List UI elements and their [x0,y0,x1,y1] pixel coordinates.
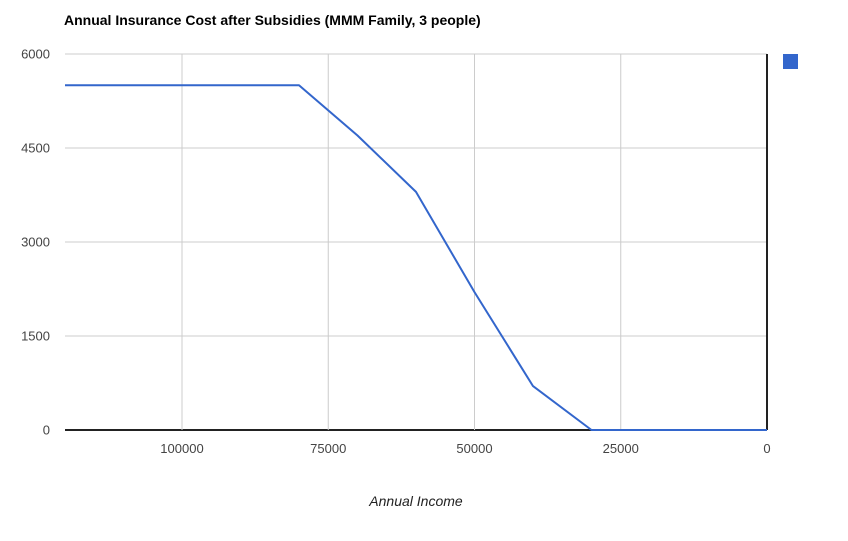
x-tick-label: 25000 [603,441,639,456]
chart-title: Annual Insurance Cost after Subsidies (M… [64,12,481,28]
series-line [65,84,767,431]
y-tick-label: 3000 [21,235,50,250]
x-axis-title: Annual Income [369,493,463,509]
x-tick-label: 0 [763,441,770,456]
y-tick-label: 6000 [21,47,50,62]
legend-swatch [783,54,798,69]
x-tick-label: 75000 [310,441,346,456]
x-tick-label: 100000 [160,441,203,456]
y-tick-label: 4500 [21,141,50,156]
y-tick-label: 1500 [21,329,50,344]
y-tick-label: 0 [43,423,50,438]
x-tick-label: 50000 [456,441,492,456]
